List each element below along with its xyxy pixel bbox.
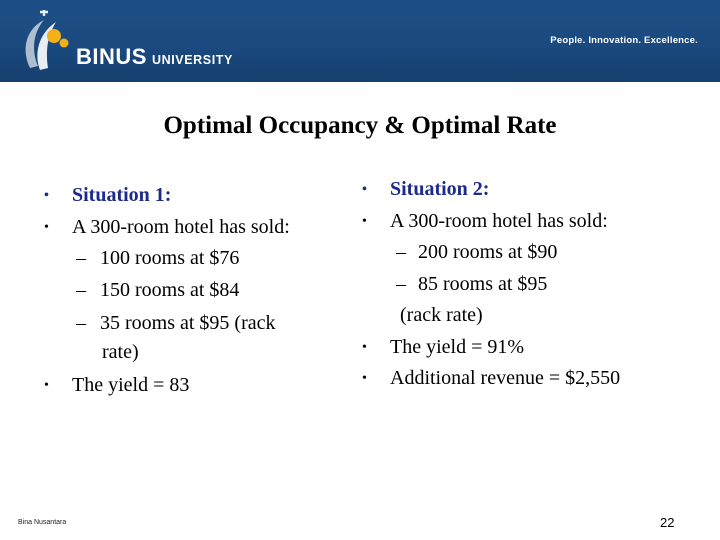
sub-list-item: – 200 rooms at $90 — [362, 237, 702, 269]
left-column: • Situation 1: • A 300-room hotel has so… — [44, 180, 344, 402]
bullet-icon: • — [44, 188, 49, 203]
binus-logo-emblem-icon — [25, 10, 69, 70]
list-item-heading: • Situation 1: — [44, 180, 344, 212]
slide-title: Optimal Occupancy & Optimal Rate — [163, 112, 557, 139]
sub-list-continuation: (rack rate) — [362, 300, 702, 332]
tagline: People. Innovation. Excellence. — [550, 35, 698, 46]
list-item: • A 300-room hotel has sold: — [44, 212, 344, 244]
dash-icon: – — [76, 278, 86, 301]
dash-icon: – — [396, 272, 406, 295]
list-item: • The yield = 91% — [362, 332, 702, 364]
sub-list-text: rate) — [102, 341, 139, 363]
situation-1-heading: Situation 1: — [72, 184, 172, 206]
sub-list-text: 200 rooms at $90 — [418, 241, 558, 263]
sub-list-text: 35 rooms at $95 (rack — [100, 312, 276, 334]
sub-list-text: 150 rooms at $84 — [100, 278, 240, 301]
page-number: 22 — [660, 515, 675, 530]
list-text: Additional revenue = $2,550 — [390, 367, 621, 389]
sub-list-item: – 85 rooms at $95 — [362, 269, 702, 301]
sub-list-continuation: rate) — [44, 340, 344, 364]
dash-icon: – — [76, 247, 86, 269]
list-text: The yield = 91% — [390, 335, 525, 358]
list-item: • The yield = 83 — [44, 370, 344, 402]
list-item-heading: • Situation 2: — [362, 174, 702, 206]
situation-2-heading: Situation 2: — [390, 178, 490, 200]
dash-icon: – — [76, 312, 86, 334]
list-text: A 300-room hotel has sold: — [390, 209, 608, 232]
binus-logo-text: BINUS UNIVERSITY — [76, 44, 233, 70]
header-banner: BINUS UNIVERSITY People. Innovation. Exce… — [0, 0, 720, 82]
footer-author: Bina Nusantara — [18, 519, 67, 526]
list-text: The yield = 83 — [72, 374, 190, 396]
right-column: • Situation 2: • A 300-room hotel has so… — [362, 174, 702, 395]
list-item: • Additional revenue = $2,550 — [362, 363, 702, 395]
logo-binus: BINUS — [76, 44, 147, 69]
dash-icon: – — [396, 241, 406, 263]
sub-list-item: – 150 rooms at $84 — [44, 275, 344, 307]
sub-list-text: 85 rooms at $95 — [418, 272, 548, 295]
list-item: • A 300-room hotel has sold: — [362, 206, 702, 238]
logo-university: UNIVERSITY — [151, 53, 233, 67]
bullet-icon: • — [44, 378, 49, 393]
list-text: A 300-room hotel has sold: — [72, 215, 290, 238]
bullet-icon: • — [362, 371, 367, 386]
bullet-icon: • — [44, 219, 49, 235]
sub-list-item: – 100 rooms at $76 — [44, 243, 344, 275]
bullet-icon: • — [362, 182, 367, 197]
sub-list-text: (rack rate) — [400, 304, 483, 326]
sub-list-text: 100 rooms at $76 — [100, 247, 240, 269]
sub-list-item: – 35 rooms at $95 (rack — [44, 306, 344, 340]
bullet-icon: • — [362, 339, 367, 355]
bullet-icon: • — [362, 213, 367, 229]
